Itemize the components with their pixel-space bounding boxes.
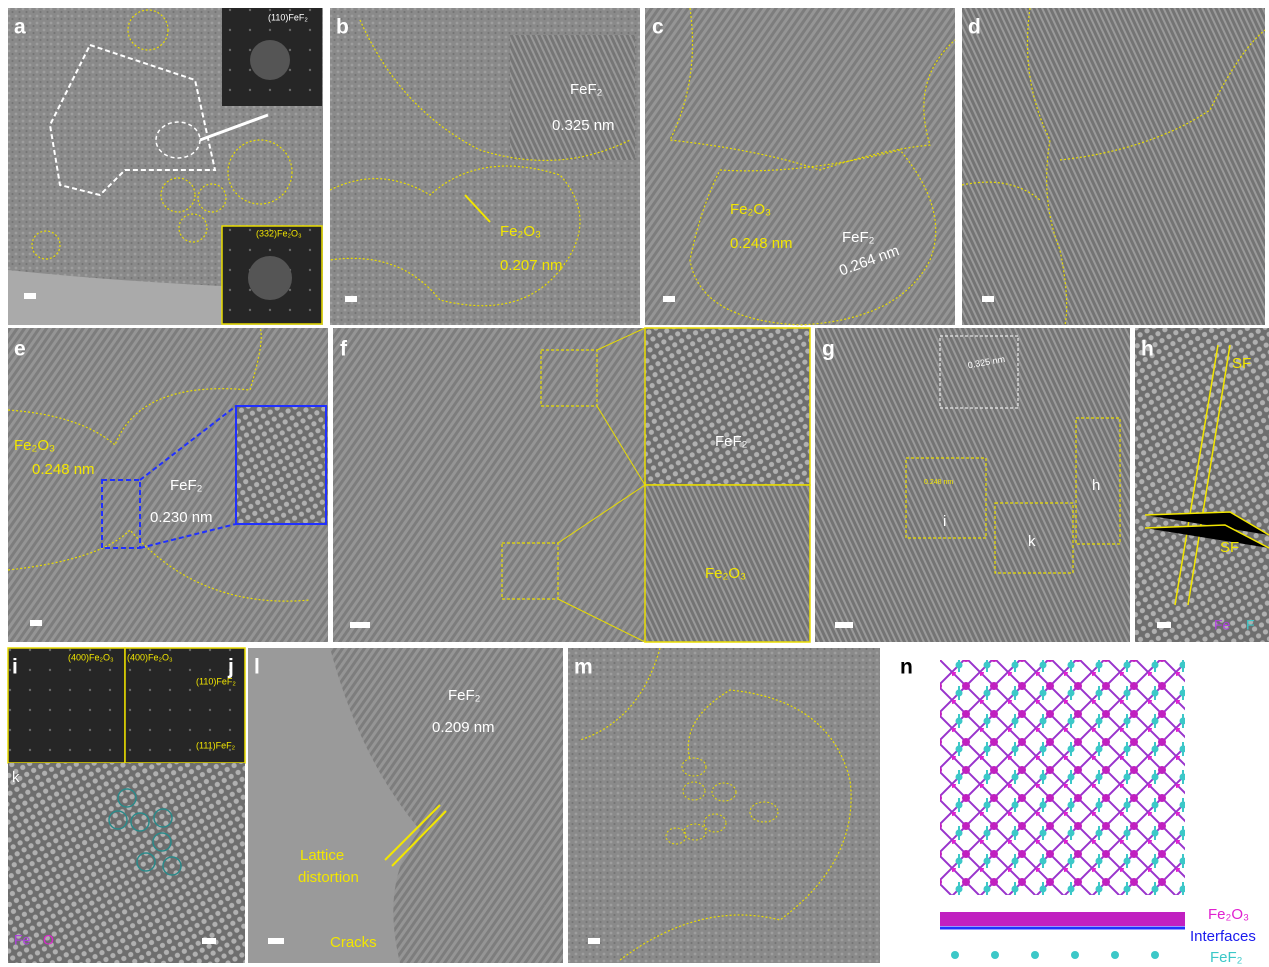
decoration xyxy=(268,938,284,944)
fft-label: (332)Fe₂O₃ xyxy=(256,228,302,238)
decoration xyxy=(588,938,600,944)
panel-label: d xyxy=(968,16,981,39)
legend-label: Fe xyxy=(14,932,31,948)
panel-label: f xyxy=(340,338,348,361)
spacing-label: 0.248 nm xyxy=(32,461,95,478)
decoration xyxy=(951,951,1159,959)
micrograph xyxy=(1135,328,1269,642)
legend-label: F xyxy=(1246,617,1255,633)
micrograph xyxy=(568,648,880,963)
defect-label: SF xyxy=(1232,355,1251,372)
decoration xyxy=(1151,951,1159,959)
panel-b: b FeF₂ 0.325 nm Fe₂O₃ 0.207 nm xyxy=(330,8,640,325)
decoration xyxy=(940,912,1185,926)
spacing-label: 0.230 nm xyxy=(150,509,213,526)
phase-label: Fe₂O₃ xyxy=(500,223,541,240)
panel-h: h SF SF Fe F xyxy=(1135,328,1269,642)
decoration xyxy=(202,938,216,944)
panel-f: f FeF₂ Fe₂O₃ xyxy=(333,328,810,642)
phase-label: FeF₂ xyxy=(842,229,875,246)
legend-label: Fe₂O₃ xyxy=(1208,906,1249,923)
decoration xyxy=(345,296,357,302)
panel-label: j xyxy=(227,656,234,679)
defect-label: SF xyxy=(1220,539,1239,556)
decoration xyxy=(350,622,370,628)
panel-ijk: i j (400)Fe₂O₃ (400)Fe₂O₃ (110)FeF₂ (111… xyxy=(8,648,245,963)
box-label: k xyxy=(1028,533,1036,550)
decoration xyxy=(24,293,36,299)
panel-label: c xyxy=(652,16,664,39)
spacing-label: 0.325 nm xyxy=(552,117,615,134)
phase-label: FeF₂ xyxy=(570,81,603,98)
panel-label: l xyxy=(254,656,260,679)
decoration xyxy=(663,296,675,302)
phase-label: FeF₂ xyxy=(715,433,748,450)
spacing-label: 0.209 nm xyxy=(432,719,495,736)
fft-label: (111)FeF₂ xyxy=(196,740,236,750)
panel-label: g xyxy=(822,338,835,361)
decoration xyxy=(645,328,810,485)
fft-label: (400)Fe₂O₃ xyxy=(68,652,114,662)
decoration xyxy=(250,40,290,80)
panel-l: l FeF₂ 0.209 nm Lattice distortion Crack… xyxy=(248,648,563,963)
decoration xyxy=(248,256,292,300)
legend-label: FeF₂ xyxy=(1210,949,1243,966)
panel-label: k xyxy=(12,769,20,786)
decoration xyxy=(8,648,125,763)
decoration xyxy=(991,951,999,959)
annotation: Lattice xyxy=(300,847,344,864)
crystal-model xyxy=(940,660,1185,895)
micrograph xyxy=(645,8,955,325)
legend-label: Interfaces xyxy=(1190,928,1256,945)
fft-label: (110)FeF₂ xyxy=(268,12,308,22)
fft-label: (400)Fe₂O₃ xyxy=(127,652,173,662)
figure: a (110)FeF₂ (332)Fe₂O₃ b FeF₂ 0.325 nm F… xyxy=(0,0,1269,967)
micrograph xyxy=(815,328,1130,642)
spacing-label: 0.207 nm xyxy=(500,257,563,274)
phase-label: Fe₂O₃ xyxy=(14,437,55,454)
panel-c: c Fe₂O₃ 0.248 nm FeF₂ 0.264 nm xyxy=(645,8,955,325)
panel-label: e xyxy=(14,338,26,361)
phase-label: FeF₂ xyxy=(448,687,481,704)
panel-label: h xyxy=(1141,338,1154,361)
phase-label: Fe₂O₃ xyxy=(705,565,746,582)
box-label: h xyxy=(1092,477,1100,494)
panel-label: m xyxy=(574,656,593,679)
panel-n: n Fe₂O₃ Interfaces FeF₂ xyxy=(900,656,1256,966)
panel-a: a (110)FeF₂ (332)Fe₂O₃ xyxy=(8,8,323,325)
decoration xyxy=(1071,951,1079,959)
spacing-label: 0.248 nm xyxy=(730,235,793,252)
panel-label: i xyxy=(12,656,18,679)
phase-label: FeF₂ xyxy=(170,477,203,494)
decoration xyxy=(236,406,326,524)
panel-label: b xyxy=(336,16,349,39)
fft-label: (110)FeF₂ xyxy=(196,676,236,686)
panel-d: d xyxy=(962,8,1265,325)
panel-g: g 0.325 nm 0.248 nm i k h xyxy=(815,328,1130,642)
decoration xyxy=(645,485,810,642)
decoration xyxy=(30,620,42,626)
micrograph xyxy=(333,328,645,642)
spacing-label: 0.248 nm xyxy=(924,479,953,486)
annotation: distortion xyxy=(298,869,359,886)
legend-label: O xyxy=(43,932,54,948)
annotation: Cracks xyxy=(330,934,377,951)
micrograph xyxy=(962,8,1265,325)
legend-label: Fe xyxy=(1214,617,1231,633)
panel-label: n xyxy=(900,656,913,679)
decoration xyxy=(1157,622,1171,628)
decoration xyxy=(1031,951,1039,959)
panel-e: e Fe₂O₃ 0.248 nm FeF₂ 0.230 nm xyxy=(8,328,328,642)
decoration xyxy=(982,296,994,302)
panel-label: a xyxy=(14,16,26,39)
phase-label: Fe₂O₃ xyxy=(730,201,771,218)
decoration xyxy=(951,951,959,959)
box-label: i xyxy=(943,513,946,530)
decoration xyxy=(835,622,853,628)
decoration xyxy=(1111,951,1119,959)
panel-m: m xyxy=(568,648,880,963)
